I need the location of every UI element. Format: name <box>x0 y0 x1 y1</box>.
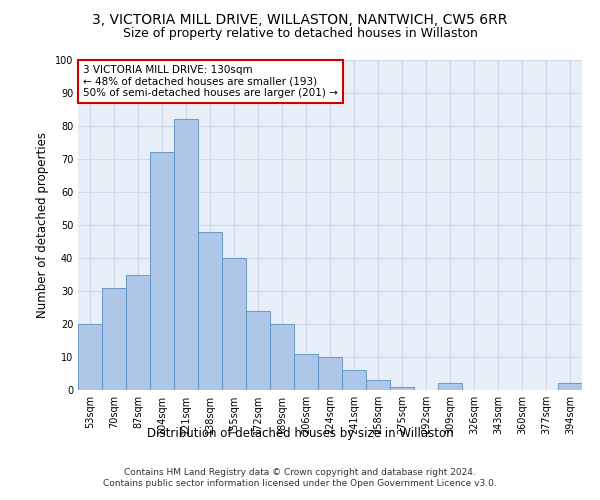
Bar <box>270 324 294 390</box>
Bar <box>174 120 198 390</box>
Bar <box>342 370 366 390</box>
Bar <box>438 384 462 390</box>
Bar <box>558 384 582 390</box>
Y-axis label: Number of detached properties: Number of detached properties <box>36 132 49 318</box>
Bar <box>366 380 390 390</box>
Text: Size of property relative to detached houses in Willaston: Size of property relative to detached ho… <box>122 28 478 40</box>
Text: Distribution of detached houses by size in Willaston: Distribution of detached houses by size … <box>146 428 454 440</box>
Bar <box>294 354 318 390</box>
Text: Contains HM Land Registry data © Crown copyright and database right 2024.
Contai: Contains HM Land Registry data © Crown c… <box>103 468 497 487</box>
Bar <box>390 386 414 390</box>
Bar <box>198 232 222 390</box>
Bar <box>222 258 246 390</box>
Bar <box>318 357 342 390</box>
Bar <box>126 274 150 390</box>
Bar <box>102 288 126 390</box>
Text: 3, VICTORIA MILL DRIVE, WILLASTON, NANTWICH, CW5 6RR: 3, VICTORIA MILL DRIVE, WILLASTON, NANTW… <box>92 12 508 26</box>
Bar <box>78 324 102 390</box>
Bar <box>150 152 174 390</box>
Text: 3 VICTORIA MILL DRIVE: 130sqm
← 48% of detached houses are smaller (193)
50% of : 3 VICTORIA MILL DRIVE: 130sqm ← 48% of d… <box>83 65 338 98</box>
Bar <box>246 311 270 390</box>
